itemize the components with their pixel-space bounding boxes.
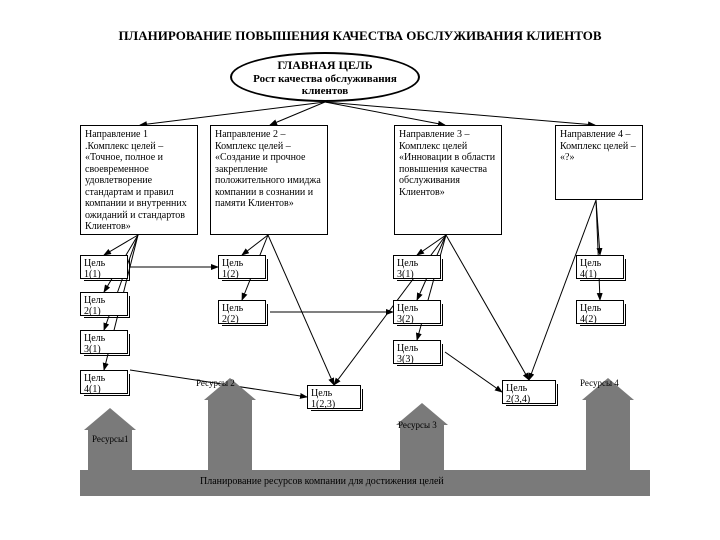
goal-box: Цель 4(2) <box>576 300 624 324</box>
resource-label: Ресурсы1 <box>92 434 129 444</box>
goal-box: Цель 3(1) <box>393 255 441 279</box>
goal-box: Цель 1(2) <box>218 255 266 279</box>
goal-box: Цель 2(1) <box>80 292 128 316</box>
resource-label: Ресурсы 4 <box>580 378 619 388</box>
resource-arrow <box>586 400 630 470</box>
direction-box: Направление 2 – Комплекс целей – «Создан… <box>210 125 328 235</box>
base-bar-label: Планирование ресурсов компании для дости… <box>200 476 444 487</box>
goal-box: Цель 2(2) <box>218 300 266 324</box>
goal-box: Цель 1(1) <box>80 255 128 279</box>
goal-box: Цель 4(1) <box>80 370 128 394</box>
goal-box: Цель 1(2,3) <box>307 385 361 409</box>
resource-label: Ресурсы 3 <box>398 420 437 430</box>
main-goal-subtitle: Рост качества обслуживания клиентов <box>240 73 410 97</box>
resource-arrow <box>400 425 444 470</box>
direction-box: Направление 3 – Комплекс целей «Инноваци… <box>394 125 502 235</box>
goal-box: Цель 3(1) <box>80 330 128 354</box>
resource-arrow <box>208 400 252 470</box>
main-goal-title: ГЛАВНАЯ ЦЕЛЬ <box>240 58 410 73</box>
goal-box: Цель 3(3) <box>393 340 441 364</box>
main-goal-node: ГЛАВНАЯ ЦЕЛЬ Рост качества обслуживания … <box>230 52 420 102</box>
goal-box: Цель 3(2) <box>393 300 441 324</box>
resource-label: Ресурсы 2 <box>196 378 235 388</box>
goal-box: Цель 2(3,4) <box>502 380 556 404</box>
direction-box: Направление 4 – Комплекс целей – «?» <box>555 125 643 200</box>
page-title: ПЛАНИРОВАНИЕ ПОВЫШЕНИЯ КАЧЕСТВА ОБСЛУЖИВ… <box>0 28 720 44</box>
direction-box: Направление 1 .Комплекс целей – «Точное,… <box>80 125 198 235</box>
goal-box: Цель 4(1) <box>576 255 624 279</box>
